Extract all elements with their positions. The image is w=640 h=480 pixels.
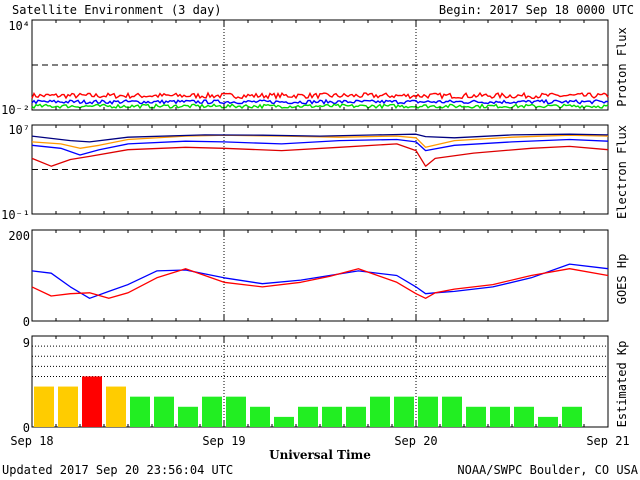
begin-label: Begin: 2017 Sep 18 0000 UTC [439, 3, 634, 17]
kp-bars [34, 376, 582, 427]
goes-series-2 [31, 268, 609, 299]
goes-ytick-top: 200 [8, 229, 30, 243]
threshold-lines [32, 64, 608, 170]
kp-bar [226, 396, 246, 427]
kp-bar [250, 406, 270, 427]
xtick-sep21: Sep 21 [586, 434, 629, 448]
x-axis-title: Universal Time [269, 448, 371, 462]
xtick-sep20: Sep 20 [394, 434, 437, 448]
kp-ytick-bottom: 0 [23, 421, 30, 435]
kp-bar [394, 396, 414, 427]
kp-bar [130, 396, 150, 427]
kp-bar [514, 406, 534, 427]
electron-ylabel: Electron Flux [615, 125, 629, 219]
electron-series-1 [31, 134, 609, 149]
kp-bar [562, 406, 582, 427]
xtick-sep18: Sep 18 [10, 434, 53, 448]
kp-bar [346, 406, 366, 427]
electron-ytick-top: 10⁷ [8, 123, 30, 137]
goes-panel-frame [31, 229, 609, 322]
kp-bar [538, 416, 558, 427]
kp-bar [418, 396, 438, 427]
proton-ytick-top: 10⁴ [8, 19, 30, 33]
kp-bar [274, 416, 294, 427]
kp-bar [178, 406, 198, 427]
goes-ytick-bottom: 0 [23, 315, 30, 329]
kp-bar [298, 406, 318, 427]
chart-title: Satellite Environment (3 day) [12, 3, 222, 17]
data-series [31, 91, 609, 299]
proton-ytick-bottom: 10⁻² [1, 103, 30, 117]
kp-bar [202, 396, 222, 427]
day-gridlines [32, 20, 608, 427]
goes-series-1 [31, 263, 609, 299]
kp-bar [106, 386, 126, 427]
electron-series-4 [31, 143, 609, 167]
kp-bar [34, 386, 54, 427]
kp-bar [490, 406, 510, 427]
goes-ylabel: GOES Hp [615, 254, 629, 305]
electron-ytick-bottom: 10⁻¹ [1, 208, 30, 222]
kp-bar [322, 406, 342, 427]
kp-bar [466, 406, 486, 427]
electron-series-2 [31, 133, 609, 143]
proton-ylabel: Proton Flux [615, 27, 629, 106]
kp-bar [154, 396, 174, 427]
updated-timestamp: Updated 2017 Sep 20 23:56:04 UTC [2, 463, 233, 477]
kp-bar [82, 376, 102, 427]
kp-bar [370, 396, 390, 427]
credit-label: NOAA/SWPC Boulder, CO USA [457, 463, 638, 477]
electron-series-3 [31, 138, 609, 156]
tick-marks [55, 20, 585, 427]
kp-bar [58, 386, 78, 427]
kp-ylabel: Estimated Kp [615, 341, 629, 428]
xtick-sep19: Sep 19 [202, 434, 245, 448]
kp-bar [442, 396, 462, 427]
proton-flux-series-2 [31, 98, 609, 106]
kp-ytick-top: 9 [23, 336, 30, 350]
proton-flux-series-1 [31, 91, 609, 100]
